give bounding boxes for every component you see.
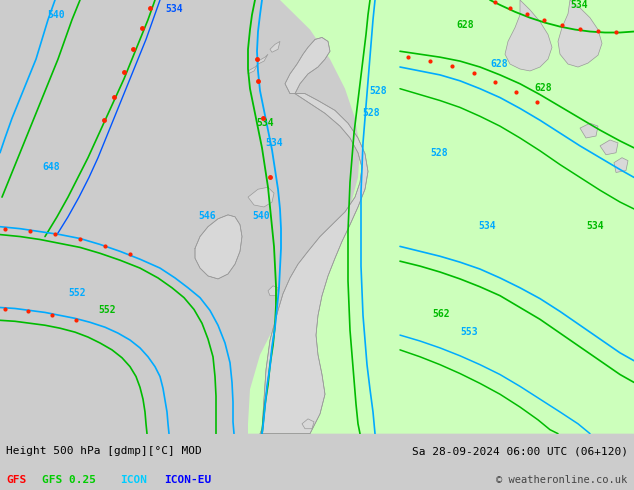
Text: 534: 534 [165,4,183,14]
Polygon shape [260,94,368,434]
Text: 528: 528 [362,108,380,118]
Text: Height 500 hPa [gdmp][°C] MOD: Height 500 hPa [gdmp][°C] MOD [6,446,202,456]
Text: ICON-EU: ICON-EU [164,475,212,486]
Text: 540: 540 [47,10,65,20]
Text: 534: 534 [256,118,274,128]
Polygon shape [248,0,634,434]
Text: 546: 546 [198,211,216,221]
Text: 628: 628 [490,59,508,69]
Text: 552: 552 [68,288,86,297]
Polygon shape [558,0,602,67]
Polygon shape [285,37,330,94]
Polygon shape [248,64,258,74]
Polygon shape [614,158,628,172]
Text: © weatheronline.co.uk: © weatheronline.co.uk [496,475,628,486]
Polygon shape [268,286,278,295]
Text: 540: 540 [252,211,269,221]
Text: 562: 562 [432,309,450,319]
Text: 628: 628 [534,83,552,93]
Text: GFS 0.25: GFS 0.25 [42,475,96,486]
Text: 528: 528 [369,86,387,96]
Text: Sa 28-09-2024 06:00 UTC (06+120): Sa 28-09-2024 06:00 UTC (06+120) [411,446,628,456]
Polygon shape [248,187,274,207]
Polygon shape [258,54,268,64]
Text: 528: 528 [430,147,448,158]
Text: 534: 534 [478,220,496,231]
Text: 553: 553 [460,327,477,337]
Polygon shape [270,41,280,52]
Polygon shape [580,0,634,158]
Polygon shape [580,123,598,138]
Polygon shape [600,140,618,155]
Text: 534: 534 [265,138,283,148]
Text: GFS: GFS [6,475,27,486]
Text: 648: 648 [42,162,60,172]
Text: 552: 552 [98,305,115,316]
Text: 534: 534 [586,220,604,231]
Text: ICON: ICON [120,475,147,486]
Polygon shape [302,419,314,429]
Text: 534: 534 [570,0,588,10]
Text: 628: 628 [456,20,474,29]
Polygon shape [195,215,242,279]
Polygon shape [505,0,552,71]
